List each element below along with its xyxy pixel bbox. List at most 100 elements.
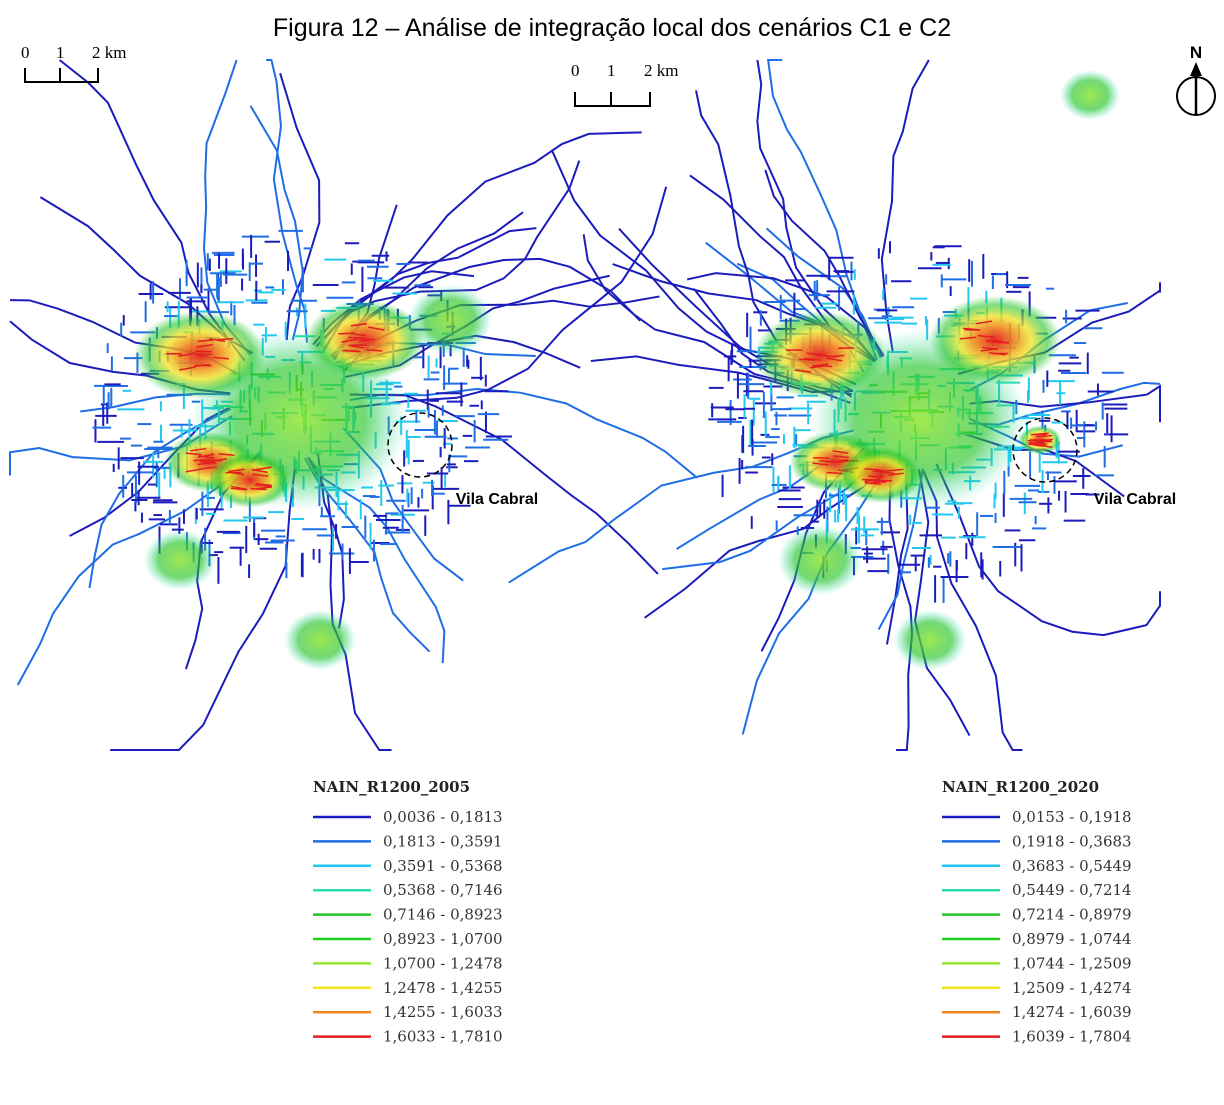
figure-title: Figura 12 – Análise de integração local … (273, 14, 951, 42)
street (887, 468, 904, 472)
scale-label: 0 (21, 43, 30, 62)
road (349, 186, 668, 409)
scale-bar (574, 92, 651, 107)
legend-label: 0,8923 - 1,0700 (383, 930, 503, 948)
street (350, 323, 368, 327)
maps: Vila Cabral 0 1 2 km NAIN_R1200_2005 0,0036 -… (9, 43, 1176, 1046)
scale-label: 2 km (92, 43, 126, 62)
road (935, 463, 1161, 637)
street (980, 347, 998, 352)
map: Vila Cabral 0 1 2 km NAIN_R1200_2020 0,0153 -… (508, 59, 1176, 1046)
highlight-circle (1012, 417, 1078, 483)
legend-label: 0,7214 - 0,8979 (1012, 906, 1132, 924)
highlight-circle (387, 412, 453, 478)
integration-core (838, 447, 922, 503)
north-tip (1190, 62, 1202, 76)
street (868, 479, 885, 484)
street (962, 327, 979, 331)
legend-title: NAIN_R1200_2005 (313, 778, 470, 796)
street (368, 326, 385, 331)
legend-label: 1,0744 - 1,2509 (1012, 954, 1132, 972)
street (230, 485, 248, 491)
road (202, 59, 252, 356)
scale-label: 1 (607, 61, 616, 80)
road (764, 169, 885, 357)
street (878, 471, 895, 475)
street (250, 487, 267, 491)
street (872, 469, 889, 473)
street (338, 332, 355, 335)
legend-label: 1,2509 - 1,4274 (1012, 979, 1132, 997)
road (58, 59, 246, 362)
street (228, 468, 245, 473)
street (255, 466, 272, 471)
place-label: Vila Cabral (1094, 491, 1176, 508)
legend-label: 0,1813 - 0,3591 (383, 832, 503, 850)
scale-bar (24, 68, 99, 83)
road (741, 465, 889, 735)
legend-label: 0,3591 - 0,5368 (383, 857, 503, 875)
street (348, 336, 365, 340)
legend-label: 0,5449 - 0,7214 (1012, 881, 1132, 899)
road (110, 459, 297, 751)
legend-label: 0,5368 - 0,7146 (383, 881, 503, 899)
place-label: Vila Cabral (456, 491, 538, 508)
street (359, 338, 376, 342)
street (252, 473, 269, 477)
street (1032, 432, 1049, 436)
street (228, 471, 245, 476)
legend-label: 0,8979 - 1,0744 (1012, 930, 1132, 948)
street (178, 352, 195, 357)
street (1036, 444, 1053, 449)
street (251, 468, 268, 474)
street (795, 369, 812, 373)
north-arrow: N (1176, 43, 1216, 116)
street (837, 347, 854, 350)
street (255, 484, 272, 488)
street (193, 458, 210, 462)
street (342, 349, 359, 352)
legend-label: 0,0153 - 0,1918 (1012, 808, 1132, 826)
north-label: N (1190, 43, 1202, 62)
street (813, 457, 830, 460)
street (195, 350, 212, 353)
street (1031, 442, 1048, 446)
street (255, 482, 273, 487)
road (349, 393, 659, 575)
street (217, 337, 234, 341)
scale-label: 0 (571, 61, 580, 80)
street (810, 364, 827, 369)
legend-label: 1,4274 - 1,6039 (1012, 1003, 1132, 1021)
street (806, 352, 823, 356)
legend-title: NAIN_R1200_2020 (942, 778, 1099, 796)
street (366, 348, 383, 352)
street (197, 339, 214, 343)
street (197, 453, 215, 459)
street (819, 459, 836, 464)
integration-zone (778, 525, 862, 595)
road (249, 105, 304, 341)
street (867, 475, 884, 479)
legend-label: 0,7146 - 0,8923 (383, 906, 503, 924)
street (832, 450, 849, 455)
street (197, 461, 214, 466)
legend-label: 1,0700 - 1,2478 (383, 954, 503, 972)
scale-label: 2 km (644, 61, 678, 80)
street (348, 344, 365, 349)
road (921, 468, 1023, 751)
integration-zone (894, 610, 966, 670)
road (766, 59, 878, 361)
road (279, 72, 321, 341)
legend-label: 0,3683 - 0,5449 (1012, 857, 1132, 875)
street (185, 452, 202, 456)
legend-label: 1,4255 - 1,6033 (383, 1003, 503, 1021)
street (812, 462, 829, 466)
legend-label: 0,0036 - 0,1813 (383, 808, 503, 826)
map: Vila Cabral 0 1 2 km NAIN_R1200_2005 0,0036 -… (9, 43, 698, 1046)
street (977, 334, 994, 338)
street (185, 468, 202, 473)
legend-label: 1,2478 - 1,4255 (383, 979, 503, 997)
scale-label: 1 (56, 43, 65, 62)
street (975, 320, 993, 325)
